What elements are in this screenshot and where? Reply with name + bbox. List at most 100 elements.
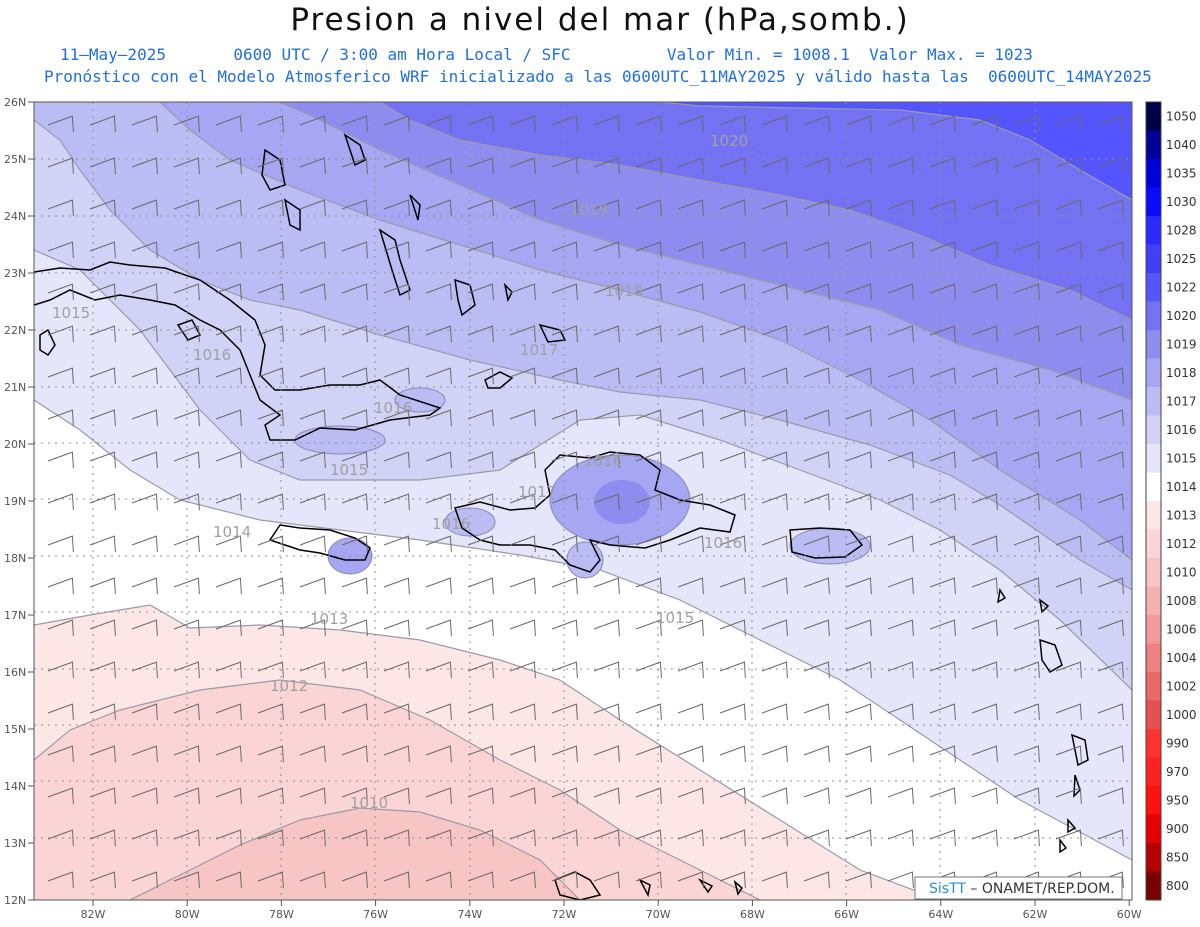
- wind-barb: [887, 577, 914, 595]
- contour-label: 1017: [518, 483, 556, 501]
- wind-barb: [509, 787, 536, 805]
- wind-barb: [551, 283, 578, 301]
- wind-barb: [341, 283, 368, 301]
- lon-label: 62W: [1023, 908, 1048, 921]
- wind-barb: [509, 577, 536, 595]
- wind-barb: [593, 367, 620, 385]
- wind-barb: [341, 367, 368, 385]
- wind-barb: [719, 157, 746, 175]
- wind-barb: [971, 829, 998, 847]
- wind-barb: [131, 535, 158, 553]
- wind-barb: [425, 661, 452, 679]
- wind-barb: [593, 451, 620, 469]
- colorbar-swatch: [1146, 672, 1161, 701]
- contour-label: 1016: [193, 346, 231, 364]
- wind-barb: [173, 619, 200, 637]
- colorbar-swatch: [1146, 643, 1161, 673]
- wind-barb: [467, 451, 494, 469]
- colorbar-label: 1015: [1166, 451, 1197, 465]
- wind-barb: [551, 493, 578, 511]
- wind-barb: [803, 535, 830, 553]
- wind-barb: [593, 703, 620, 721]
- wind-barb: [1055, 619, 1082, 637]
- wind-barb: [929, 325, 956, 343]
- wind-barb: [299, 745, 326, 763]
- lon-label: 66W: [834, 908, 859, 921]
- wind-barb: [929, 535, 956, 553]
- wind-barb: [1013, 829, 1040, 847]
- wind-barb: [509, 703, 536, 721]
- wind-barb: [89, 829, 116, 847]
- wind-barb: [761, 199, 788, 217]
- wind-barb: [341, 619, 368, 637]
- band-1020: [380, 102, 1132, 320]
- colorbar-swatch: [1146, 130, 1161, 160]
- wind-barb: [761, 745, 788, 763]
- wind-barb: [719, 661, 746, 679]
- wind-barb: [257, 745, 284, 763]
- wind-barb: [257, 661, 284, 679]
- wind-barb: [845, 283, 872, 301]
- wind-barb: [425, 703, 452, 721]
- wind-barb: [89, 703, 116, 721]
- wind-barb: [677, 367, 704, 385]
- band-1022: [660, 102, 1132, 200]
- wind-barb: [551, 745, 578, 763]
- wind-barb: [971, 367, 998, 385]
- wind-barb: [887, 871, 914, 889]
- wind-barb: [929, 451, 956, 469]
- colorbar-swatch: [1146, 529, 1161, 559]
- wind-barb: [509, 157, 536, 175]
- wind-barb: [89, 241, 116, 259]
- latitude-axis: 26N 25N 24N 23N 22N 21N 20N 19N 18N 17N 16N 15N 14N 1…: [4, 96, 34, 907]
- colorbar-swatch: [1146, 159, 1161, 188]
- wind-barb: [131, 157, 158, 175]
- wind-barb: [341, 745, 368, 763]
- wind-barb: [425, 325, 452, 343]
- colorbar-label: 1013: [1166, 508, 1197, 522]
- lat-label: 23N: [4, 267, 26, 280]
- wind-barb: [1055, 325, 1082, 343]
- colorbar-swatch: [1146, 814, 1161, 844]
- wind-barb: [551, 619, 578, 637]
- wind-barb: [47, 241, 74, 259]
- wind-barb: [173, 535, 200, 553]
- wind-barb: [467, 745, 494, 763]
- lat-label: 12N: [4, 894, 26, 907]
- wind-barb: [593, 493, 620, 511]
- wind-barb: [887, 409, 914, 427]
- wind-barb: [803, 871, 830, 889]
- colorbar-swatch: [1146, 501, 1161, 530]
- wind-barb: [719, 325, 746, 343]
- wind-barb: [677, 871, 704, 889]
- wind-barb: [89, 577, 116, 595]
- colorbar-swatch: [1146, 358, 1161, 388]
- wind-barb: [761, 577, 788, 595]
- wind-barb: [89, 535, 116, 553]
- wind-barb: [509, 241, 536, 259]
- wind-barb: [215, 871, 242, 889]
- wind-barb: [1097, 409, 1124, 427]
- wind-barb: [929, 703, 956, 721]
- wind-barb: [467, 409, 494, 427]
- wind-barb: [1055, 703, 1082, 721]
- wind-barb: [593, 535, 620, 553]
- wind-barb: [1097, 745, 1124, 763]
- wind-barb: [467, 157, 494, 175]
- wind-barb: [173, 787, 200, 805]
- wind-barb: [677, 199, 704, 217]
- wind-barb: [425, 829, 452, 847]
- contour-label: 1015: [656, 609, 694, 627]
- contour-label: 1012: [270, 677, 308, 695]
- wind-barb: [803, 283, 830, 301]
- wind-barb: [257, 787, 284, 805]
- wind-barb: [425, 283, 452, 301]
- contour-label: 1015: [52, 304, 90, 322]
- wind-barb: [1013, 745, 1040, 763]
- wind-barb: [929, 199, 956, 217]
- colorbar-frame: [1145, 101, 1162, 901]
- wind-barb: [89, 199, 116, 217]
- wind-barb: [131, 451, 158, 469]
- wind-barb: [299, 535, 326, 553]
- wind-barb: [47, 619, 74, 637]
